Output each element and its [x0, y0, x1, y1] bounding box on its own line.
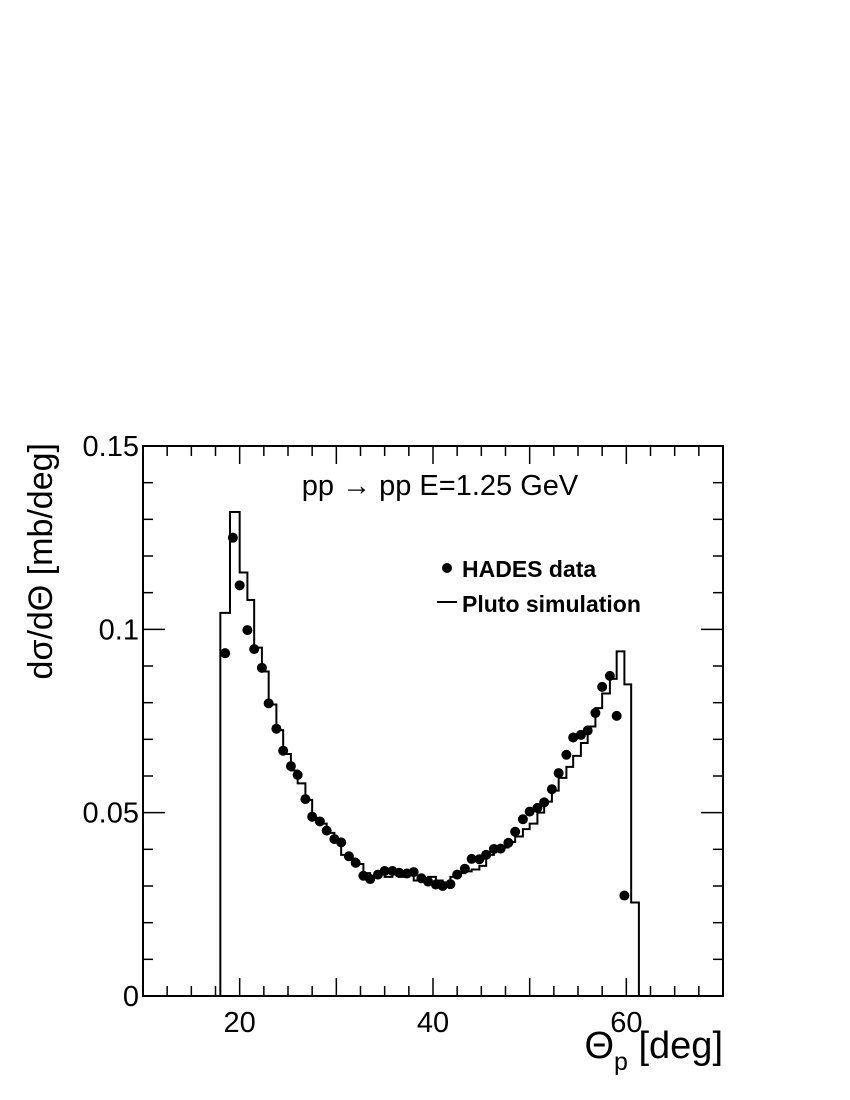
y-tick-labels: 0 0.05 0.1 0.15 — [83, 431, 139, 1013]
data-point — [242, 625, 253, 636]
data-point — [604, 670, 615, 681]
data-point — [249, 644, 260, 655]
data-point — [307, 811, 318, 822]
data-point — [524, 806, 535, 817]
data-point — [510, 826, 521, 837]
y-axis-title: dσ/dΘ [mb/deg] — [22, 443, 60, 679]
data-point — [597, 681, 608, 692]
data-point — [271, 723, 282, 734]
x-tick-labels: 20 40 60 — [224, 1007, 643, 1039]
y-tick-label: 0 — [123, 981, 139, 1013]
data-point — [394, 867, 405, 878]
data-point — [365, 874, 376, 885]
data-point — [495, 843, 506, 854]
x-major-ticks — [142, 446, 724, 996]
data-point — [561, 749, 572, 760]
x-axis-title-unit: [deg] — [628, 1025, 723, 1067]
data-point — [546, 784, 557, 795]
data-point — [466, 853, 477, 864]
data-point — [278, 745, 289, 756]
data-point — [379, 865, 390, 876]
data-point — [590, 707, 601, 718]
data-point — [300, 794, 311, 805]
data-point — [532, 802, 543, 813]
data-point — [611, 710, 622, 721]
x-tick-label: 40 — [417, 1007, 449, 1039]
data-point — [408, 867, 419, 878]
data-point — [445, 879, 456, 890]
data-point — [234, 580, 245, 591]
legend: HADES data Pluto simulation — [437, 556, 641, 617]
data-point — [459, 863, 470, 874]
legend-pluto-label: Pluto simulation — [462, 591, 641, 617]
data-point — [227, 532, 238, 543]
legend-hades-label: HADES data — [462, 556, 596, 582]
x-axis-title-symbol: Θ — [584, 1025, 614, 1067]
data-point — [503, 837, 514, 848]
y-tick-label: 0.15 — [83, 431, 139, 463]
data-point — [481, 849, 492, 860]
data-point — [256, 662, 267, 673]
data-point — [452, 869, 463, 880]
data-point — [553, 768, 564, 779]
y-tick-label: 0.05 — [83, 798, 139, 830]
plot-area: 20 40 60 0 0.05 0.1 0.15 — [83, 431, 724, 1039]
data-point — [350, 857, 361, 868]
chart-title: pp → pp E=1.25 GeV — [302, 470, 579, 502]
data-point — [263, 698, 274, 709]
data-point — [582, 725, 593, 736]
data-point — [517, 814, 528, 825]
data-point — [314, 816, 325, 827]
y-tick-label: 0.1 — [99, 614, 139, 646]
data-point — [292, 769, 303, 780]
x-minor-ticks — [166, 446, 700, 996]
x-axis-title-subscript: p — [614, 1048, 628, 1076]
x-tick-label: 20 — [224, 1007, 256, 1039]
data-point — [336, 837, 347, 848]
x-axis-title: Θp [deg] — [584, 1025, 723, 1076]
series-pluto-simulation-line — [143, 511, 723, 997]
data-point — [321, 825, 332, 836]
legend-hades-marker — [442, 563, 452, 573]
data-point — [568, 732, 579, 743]
series-hades-data-points — [220, 532, 630, 901]
data-point — [437, 881, 448, 891]
data-point — [343, 851, 354, 862]
data-point — [220, 648, 231, 659]
data-point — [619, 890, 630, 901]
data-point — [285, 761, 296, 772]
x-tick-label: 60 — [610, 1007, 642, 1039]
data-point — [539, 797, 550, 808]
y-minor-ticks — [143, 481, 723, 961]
data-point — [423, 876, 434, 887]
